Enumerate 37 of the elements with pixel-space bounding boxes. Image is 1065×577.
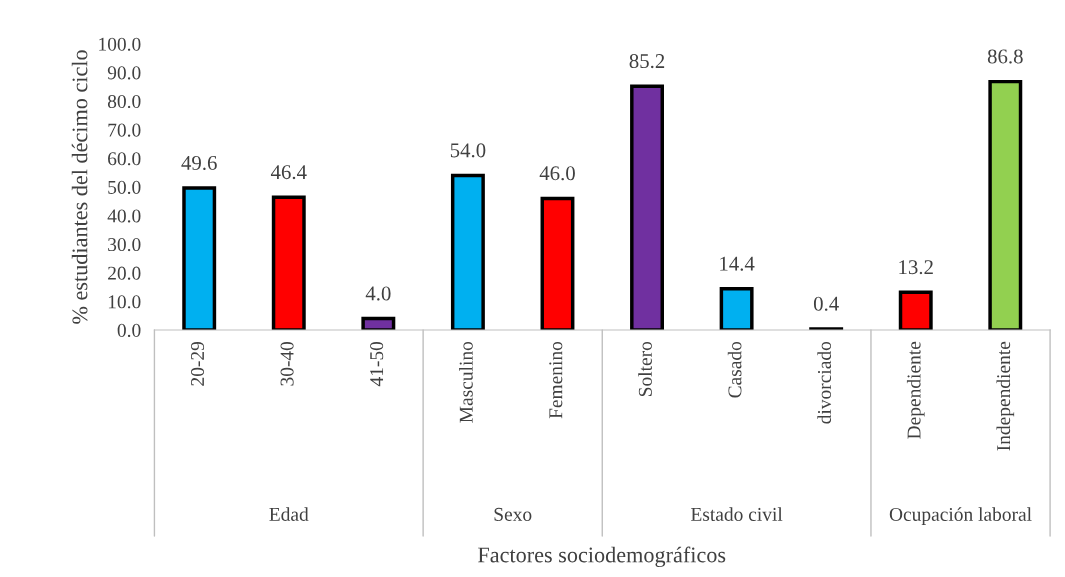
y-tick-label: 10.0 [108, 295, 141, 309]
x-tick-label: Masculino [459, 341, 473, 423]
data-label: 54.0 [450, 143, 486, 158]
x-tick-label: Dependiente [906, 341, 925, 439]
x-tick-label: 20-29 [190, 341, 205, 386]
data-label: 0.4 [813, 296, 839, 311]
y-axis-title: % estudiantes del décimo ciclo [71, 50, 88, 324]
data-label: 46.0 [539, 166, 575, 181]
x-tick-label: 41-50 [370, 341, 384, 387]
text: Edad [269, 507, 309, 521]
text: Estado civil [690, 507, 783, 521]
x-tick-label: Femenino [549, 341, 563, 419]
y-tick-label: 40.0 [107, 209, 141, 223]
data-label: 85.2 [629, 54, 665, 69]
data-label: 86.8 [987, 49, 1023, 64]
data-label: 13.2 [899, 260, 933, 275]
x-axis-title: Factores sociodemográficos [478, 546, 726, 568]
y-tick-label: 0.0 [117, 323, 141, 338]
x-tick-label: divorciado [817, 341, 832, 424]
x-tick-label: 30-40 [280, 341, 294, 386]
y-tick-label: 30.0 [108, 238, 141, 252]
y-tick-label: 60.0 [108, 152, 141, 166]
y-tick-label: 70.0 [108, 123, 141, 137]
data-label: 46.4 [270, 165, 307, 180]
data-label: 14.4 [720, 256, 755, 271]
text: Sexo [494, 507, 532, 521]
y-tick-label: 80.0 [107, 94, 141, 109]
text: Ocupación laboral [889, 507, 1032, 525]
y-tick-label: 50.0 [108, 180, 141, 194]
x-tick-label: Independiente [996, 341, 1015, 451]
x-tick-label: Casado [727, 341, 742, 398]
y-tick-label: 20.0 [108, 266, 141, 280]
y-tick-label: 100.0 [99, 37, 141, 51]
data-label: 49.6 [181, 155, 217, 171]
data-label: 4.0 [365, 286, 391, 301]
x-tick-label: Soltero [638, 341, 652, 397]
y-tick-label: 90.0 [107, 66, 141, 80]
